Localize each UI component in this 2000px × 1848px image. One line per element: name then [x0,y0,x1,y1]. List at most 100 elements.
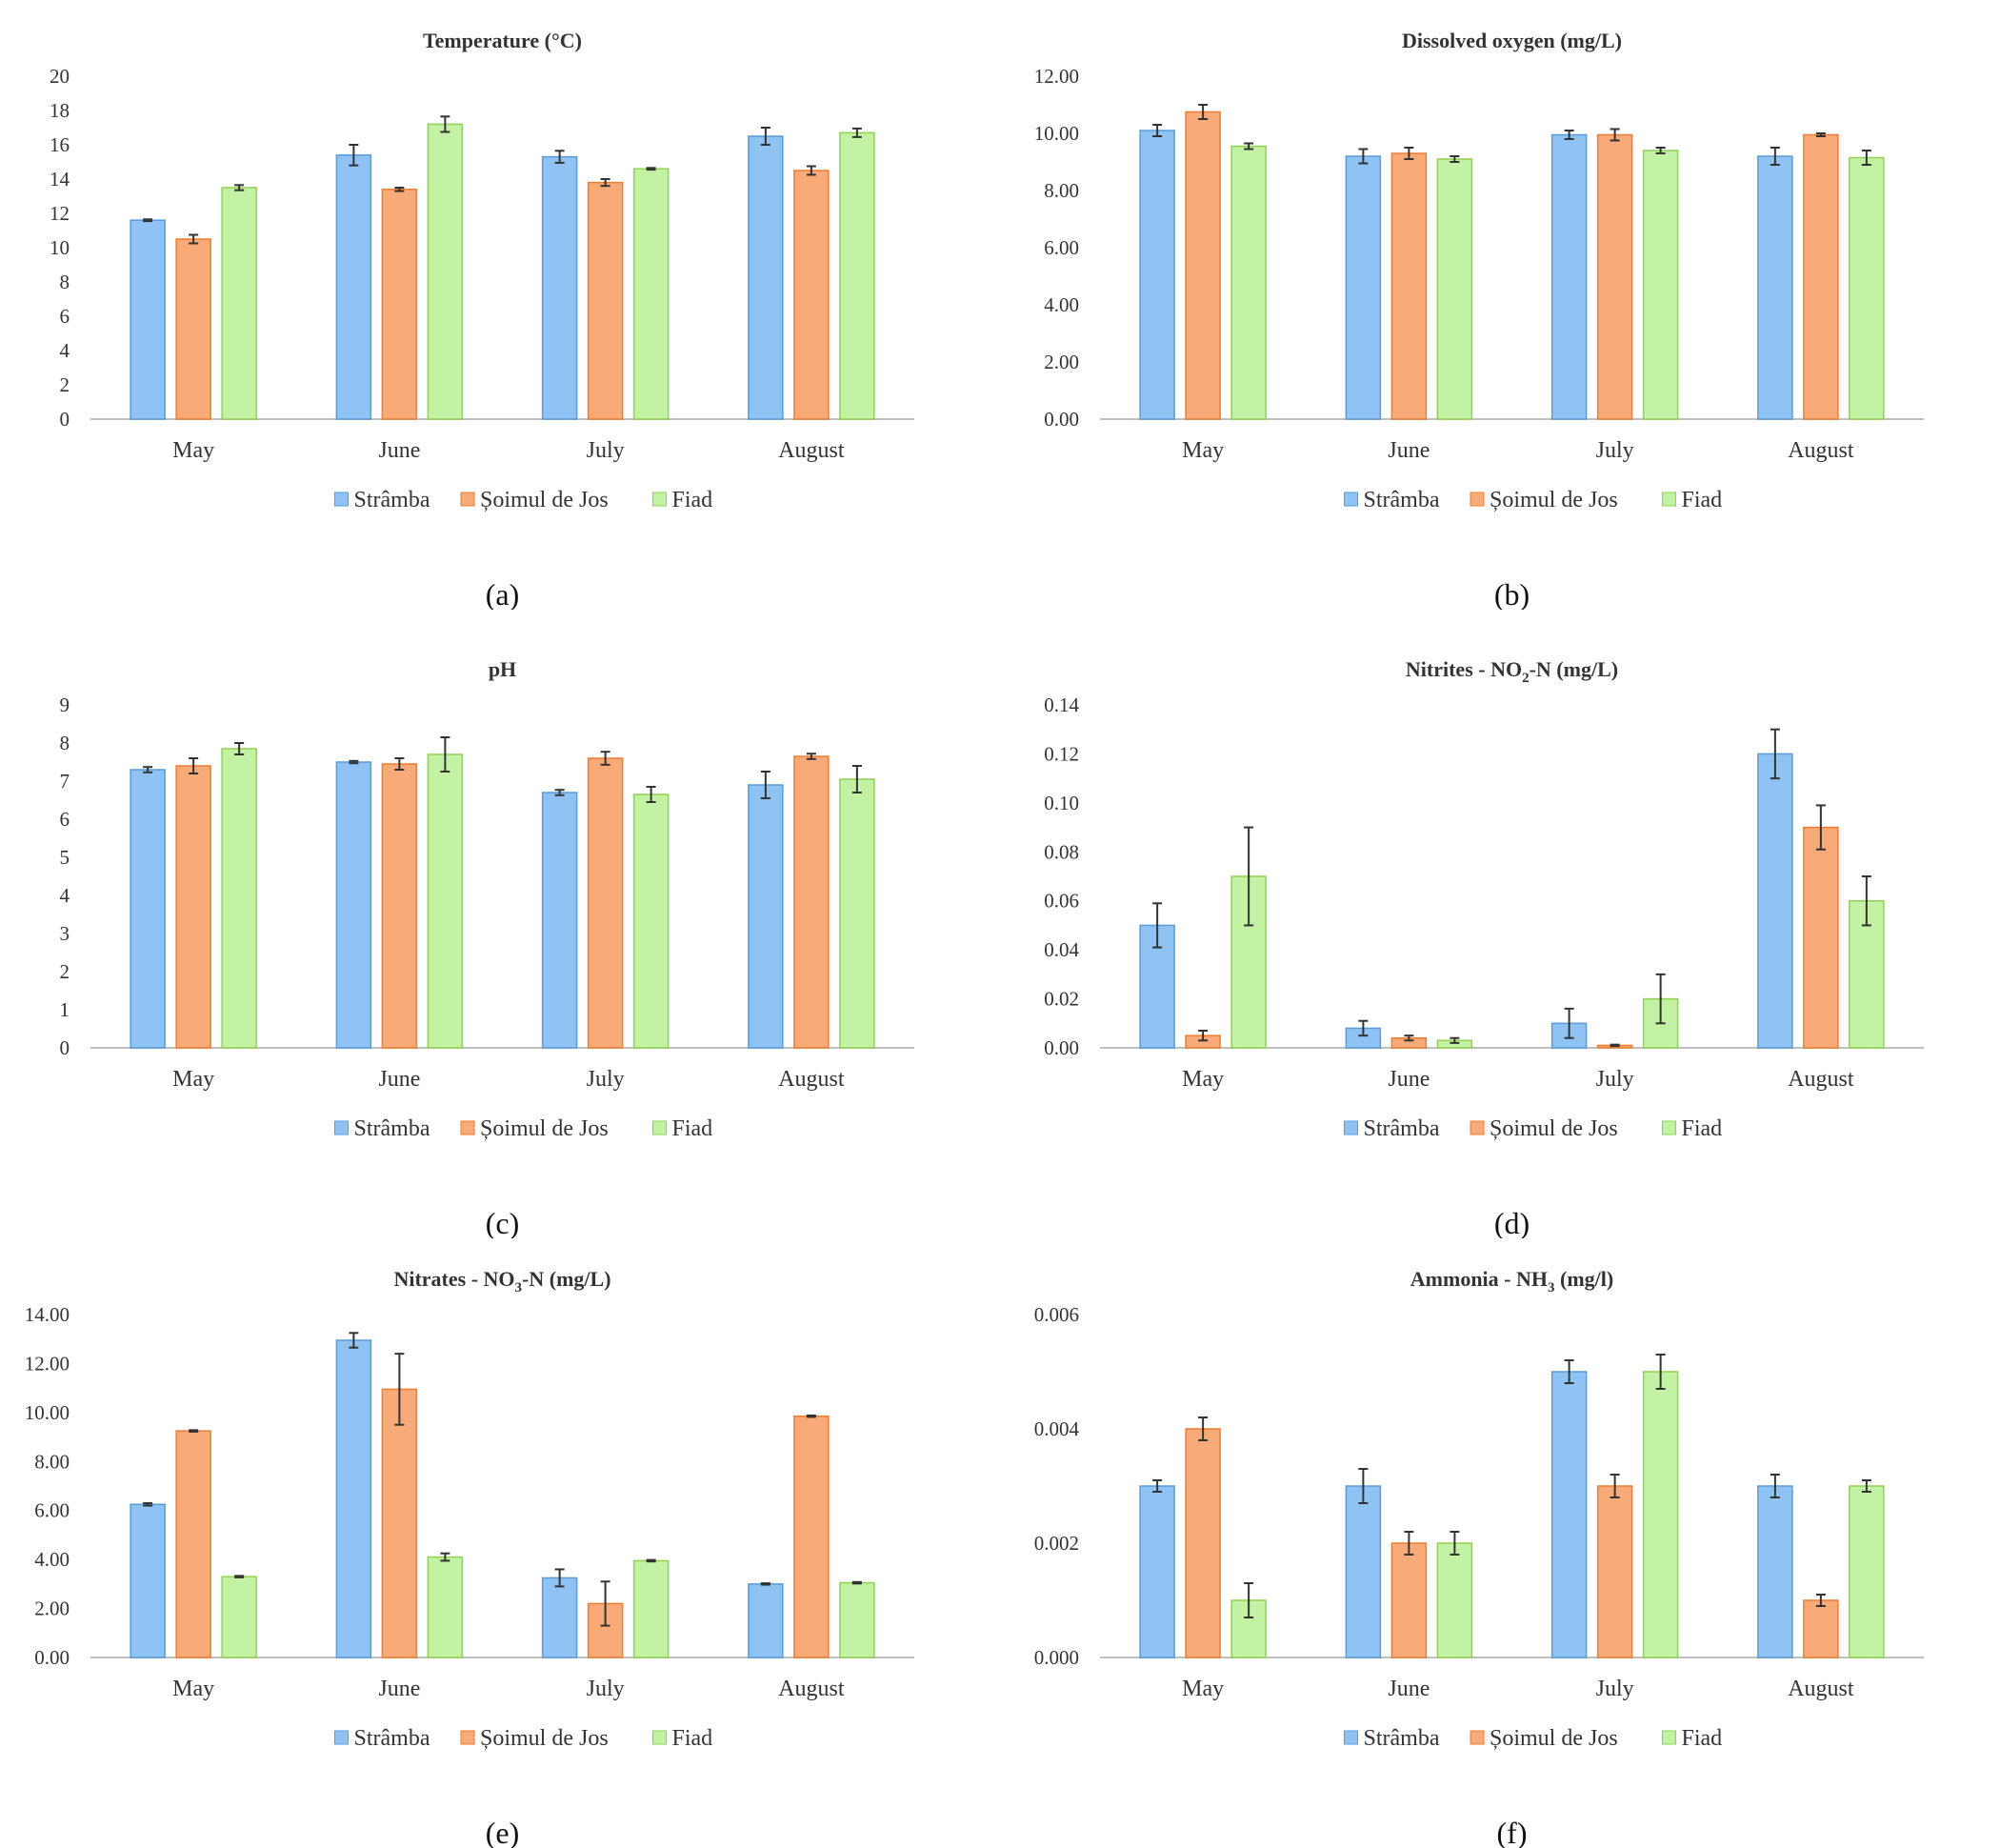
x-category-label: May [172,438,214,463]
bar--oimul-de-jos-august [793,170,830,420]
x-category-label: May [1182,438,1224,463]
error-bar [1655,147,1666,154]
x-category-label: July [1596,438,1634,463]
y-tick-label: 6 [60,305,70,328]
x-category-label: June [378,1067,420,1092]
x-category-label: August [778,1677,845,1701]
y-tick-label: 10.00 [25,1401,70,1424]
error-bar [1770,728,1780,780]
bar-str-mba-july [1550,1371,1588,1658]
error-bar [760,771,770,799]
error-bar [189,1429,199,1433]
bar-str-mba-august [748,784,784,1049]
y-tick-label: 0.14 [1044,693,1079,716]
bar-str-mba-july [541,1577,578,1658]
legend-item: Șoimul de Jos [1470,1726,1618,1751]
bar-fiad-may [221,187,257,420]
bar--oimul-de-jos-august [1803,1599,1839,1658]
legend-item: Fiad [652,1116,713,1141]
bar-str-mba-august [1757,1485,1793,1658]
legend-swatch [652,1730,667,1745]
y-tick-label: 0.00 [34,1646,70,1669]
bar-str-mba-august [748,1583,784,1658]
error-bar [1861,1479,1871,1493]
panel-caption: (b) [1494,577,1530,610]
error-bar [234,184,245,191]
error-bar [646,167,656,171]
x-category-label: May [172,1677,214,1701]
bar-fiad-july [632,168,670,420]
y-tick-label: 14.00 [25,1303,70,1326]
bar-str-mba-june [335,1339,372,1658]
error-bar [143,218,153,223]
legend-swatch [652,492,667,507]
y-tick-label: 2 [60,960,70,983]
y-tick-label: 20 [50,65,70,88]
bar-fiad-may [221,748,257,1049]
error-bar [760,1582,770,1586]
legend-item: Fiad [1662,1116,1723,1141]
chart-svg: Dissolved oxygen (mg/L) 0.00 2.00 4.00 6.00 8… [1034,29,1924,610]
y-tick-label: 8 [60,271,70,293]
error-bar [1861,150,1871,166]
legend-item: Strâmba [1344,1726,1440,1751]
error-bar [1198,104,1209,120]
y-tick-label: 2 [60,373,70,396]
error-bar [143,1502,153,1507]
error-bar [1770,147,1780,166]
y-tick-label: 6.00 [1044,236,1079,259]
legend-label: Șoimul de Jos [480,1116,609,1141]
error-bar [1198,1030,1209,1042]
y-tick-label: 4 [60,339,70,362]
x-category-label: August [1788,438,1854,463]
x-category-label: August [1788,1067,1854,1092]
error-bar [1655,973,1666,1025]
bar-str-mba-may [130,1503,166,1658]
error-bar [1358,1468,1369,1504]
error-bar [646,786,656,803]
panel-caption: (f) [1497,1816,1528,1848]
error-bar [1610,1043,1620,1048]
legend-swatch [460,1120,475,1135]
x-category-label: May [1182,1677,1224,1701]
y-tick-label: 8.00 [34,1450,70,1473]
y-tick-label: 1 [60,998,70,1021]
legend-swatch [1470,492,1485,507]
legend-swatch [460,492,475,507]
legend-item: Șoimul de Jos [460,488,609,512]
legend-swatch [1470,1730,1485,1745]
bar-fiad-august [839,778,875,1049]
bar-fiad-may [221,1576,257,1658]
error-bar [1404,1531,1414,1556]
y-tick-label: 0.02 [1044,988,1079,1011]
bar-fiad-august [1849,1485,1885,1658]
error-bar [1564,1359,1574,1384]
chart-title: Ammonia - NH3 (mg/l) [1410,1267,1613,1296]
bar--oimul-de-jos-june [381,763,418,1049]
bar--oimul-de-jos-july [1596,133,1633,420]
x-category-label: June [378,438,420,463]
error-bar [806,1414,816,1418]
y-tick-label: 0.06 [1044,890,1079,913]
error-bar [349,1332,359,1349]
bar-fiad-june [1436,1542,1473,1658]
y-tick-label: 0.08 [1044,840,1079,863]
legend-label: Fiad [672,1116,713,1141]
bar--oimul-de-jos-may [175,238,211,420]
error-bar [806,753,816,760]
bar-str-mba-may [130,219,166,420]
error-bar [1610,1474,1620,1498]
legend-label: Strâmba [1364,1116,1440,1141]
error-bar [1450,1531,1460,1556]
legend-swatch [460,1730,475,1745]
error-bar [600,178,610,188]
y-tick-label: 4.00 [1044,293,1079,316]
bar-str-mba-july [541,792,578,1049]
x-category-label: August [778,438,845,463]
legend-label: Fiad [1682,1116,1723,1141]
legend-label: Strâmba [1364,1726,1440,1751]
chart-panel-temperature: Temperature (°C) 0 2 4 6 8 10 12 14 16 18 20 May June… [0,0,981,610]
y-tick-label: 0.00 [1044,408,1079,431]
legend-swatch [334,1120,349,1135]
x-category-label: July [587,1677,625,1701]
